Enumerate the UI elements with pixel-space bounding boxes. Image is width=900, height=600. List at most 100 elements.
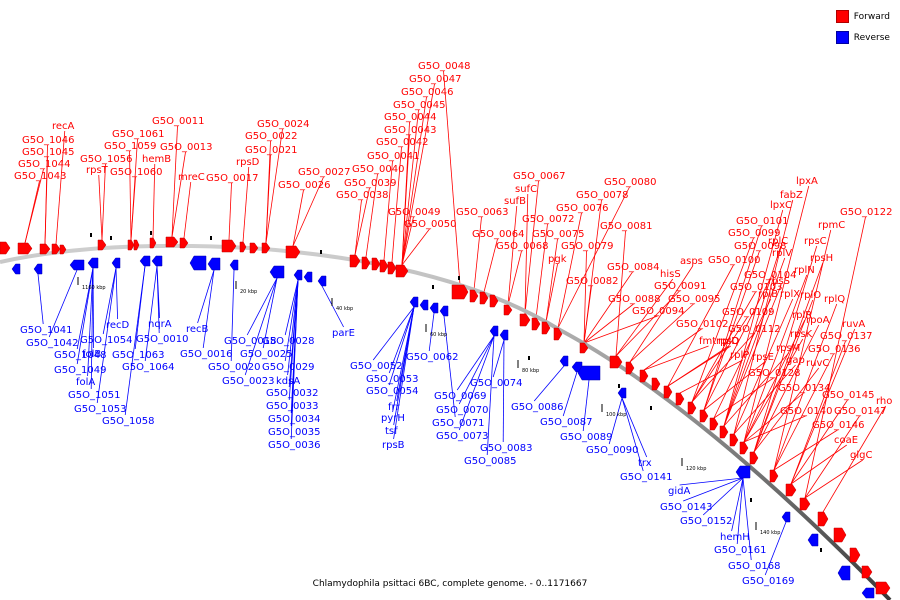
forward-gene-label: rpsK [790, 329, 813, 340]
scale-tick-label: 1160 kbp [82, 285, 106, 291]
reverse-gene-label: pyrH [381, 413, 405, 424]
reverse-leader-line [731, 477, 744, 532]
reverse-leader-line [230, 269, 235, 362]
forward-leader-line [703, 250, 760, 411]
forward-leader-line [101, 163, 106, 241]
scale-tick-label: 120 kbp [686, 466, 706, 472]
forward-gene-label: G5O_0045 [393, 100, 445, 111]
forward-leader-line [723, 285, 782, 427]
reverse-leader-line [102, 267, 117, 335]
forward-gene-label: rpmC [818, 220, 845, 231]
forward-leader-line [443, 70, 461, 286]
forward-leader-line [583, 271, 633, 344]
reverse-gene-arrow [229, 259, 239, 271]
forward-gene-label: ruvA [842, 319, 865, 330]
reverse-leader-line [156, 265, 160, 334]
forward-gene-label: G5O_0075 [532, 229, 584, 240]
forward-gene-label: gap [786, 355, 805, 366]
reverse-gene-label: G5O_0028 [262, 336, 314, 347]
reverse-leader-line [290, 279, 299, 440]
forward-gene-label: G5O_0104 [744, 270, 796, 281]
forward-gene-label: G5O_0112 [728, 324, 780, 335]
forward-leader-line [773, 429, 838, 471]
forward-gene-arrow [469, 289, 479, 303]
forward-leader-line [583, 303, 634, 344]
reverse-leader-line [134, 265, 146, 350]
forward-leader-line [679, 359, 743, 394]
forward-gene-label: G5O_0136 [808, 344, 860, 355]
forward-gene-arrow [127, 239, 135, 251]
reverse-gene-label: G5O_0141 [620, 472, 672, 483]
reverse-gene-label: recB [186, 324, 209, 335]
reverse-leader-line [37, 273, 44, 325]
forward-leader-line [24, 180, 40, 244]
reverse-gene-arrow [439, 305, 449, 317]
forward-gene-arrow [371, 257, 381, 271]
reverse-leader-line [742, 477, 752, 561]
forward-leader-line [643, 328, 702, 371]
forward-gene-label: G5O_0084 [607, 262, 659, 273]
reverse-gene-arrow [151, 255, 163, 267]
forward-gene-arrow [503, 304, 513, 316]
forward-gene-label: pgk [548, 254, 567, 265]
reverse-leader-line [683, 477, 744, 502]
reverse-gene-arrow [559, 355, 569, 367]
reverse-gene-label: G5O_0089 [560, 432, 612, 443]
forward-gene-arrow [97, 239, 107, 251]
forward-leader-line [473, 216, 482, 291]
forward-gene-label: lpxA [796, 176, 818, 187]
forward-gene-label: rplX [780, 289, 800, 300]
track-marker [650, 406, 652, 410]
forward-gene-label: G5O_0043 [384, 125, 436, 136]
reverse-leader-line [492, 339, 505, 378]
forward-gene-label: G5O_0050 [404, 219, 456, 230]
reverse-gene-arrow [293, 269, 303, 281]
forward-leader-line [615, 230, 626, 357]
forward-gene-label: rpoA [806, 315, 830, 326]
forward-gene-label: G5O_0017 [206, 173, 258, 184]
forward-leader-line [129, 150, 132, 241]
forward-leader-line [743, 415, 806, 443]
track-marker [618, 384, 620, 388]
forward-leader-line [790, 444, 847, 485]
reverse-gene-label: G5O_0053 [366, 374, 418, 385]
reverse-leader-line [392, 306, 415, 413]
reverse-gene-arrow [617, 387, 627, 399]
reverse-gene-arrow [419, 299, 429, 311]
reverse-gene-arrow [489, 325, 499, 337]
forward-gene-label: G5O_0100 [708, 255, 760, 266]
track-marker [432, 285, 434, 289]
forward-gene-label: G5O_0095 [668, 294, 720, 305]
reverse-leader-line [115, 267, 118, 320]
forward-leader-line [365, 173, 378, 258]
reverse-gene-label: G5O_1064 [122, 362, 174, 373]
reverse-leader-line [87, 267, 94, 377]
track-marker [90, 233, 92, 237]
forward-leader-line [292, 189, 304, 247]
reverse-gene-arrow [577, 365, 601, 381]
forward-gene-arrow [179, 237, 189, 249]
forward-swatch [835, 10, 849, 23]
forward-leader-line [773, 303, 838, 471]
forward-leader-line [265, 128, 283, 244]
forward-leader-line [152, 163, 156, 239]
forward-gene-arrow [709, 417, 719, 431]
forward-leader-line [691, 333, 754, 403]
reverse-leader-line [621, 397, 644, 472]
forward-gene-label: G5O_1056 [80, 154, 132, 165]
forward-gene-label: G5O_0080 [604, 177, 656, 188]
reverse-gene-label: G5O_0083 [480, 443, 532, 454]
forward-leader-line [790, 399, 848, 485]
forward-leader-line [354, 187, 370, 256]
track-marker [150, 231, 152, 235]
forward-leader-line [171, 151, 186, 238]
forward-gene-label: G5O_0103 [730, 282, 782, 293]
forward-gene-arrow [699, 409, 709, 423]
forward-leader-line [545, 263, 558, 323]
reverse-gene-arrow [429, 302, 439, 314]
forward-leader-line [183, 181, 192, 239]
forward-leader-line [703, 279, 770, 411]
forward-leader-line [703, 361, 766, 411]
forward-leader-line [228, 182, 232, 241]
